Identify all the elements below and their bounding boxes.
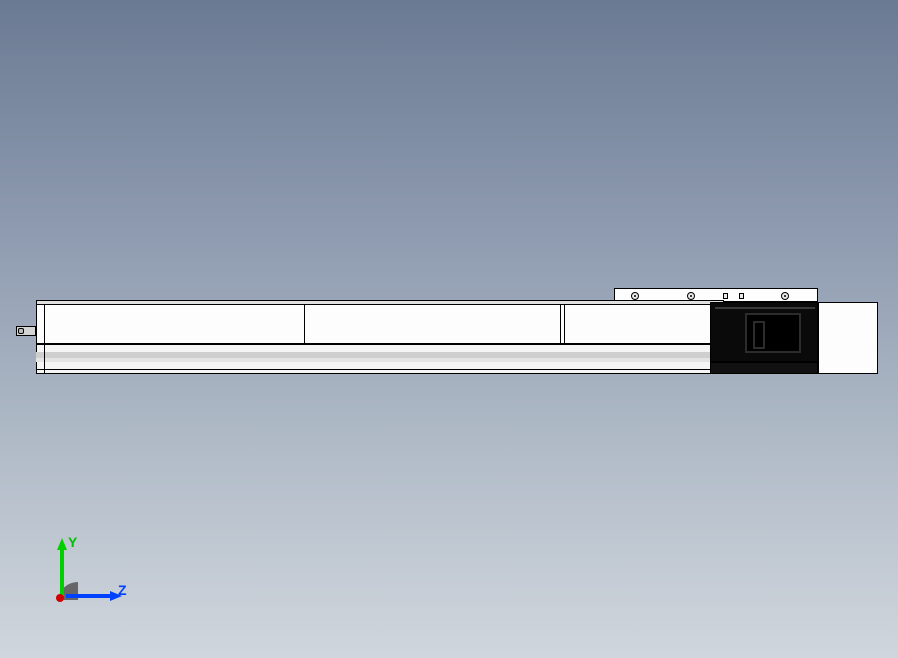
y-axis-arrow-icon	[57, 538, 67, 550]
right-end-block	[818, 302, 878, 374]
bracket-hole	[687, 292, 695, 300]
motor-face-panel	[745, 313, 801, 353]
motor-housing	[710, 302, 818, 374]
bracket-slot	[739, 293, 744, 299]
cad-viewport[interactable]: Y Z	[0, 0, 898, 658]
linear-rail-body	[36, 300, 724, 374]
bracket-hole	[631, 292, 639, 300]
z-axis-label: Z	[118, 582, 127, 598]
left-end-stub	[16, 324, 36, 338]
axis-triad: Y Z	[40, 534, 130, 622]
x-axis-dot-icon	[56, 594, 64, 602]
model-assembly	[16, 288, 878, 380]
bracket-slot	[723, 293, 728, 299]
bracket-hole	[781, 292, 789, 300]
y-axis-label: Y	[68, 534, 77, 550]
